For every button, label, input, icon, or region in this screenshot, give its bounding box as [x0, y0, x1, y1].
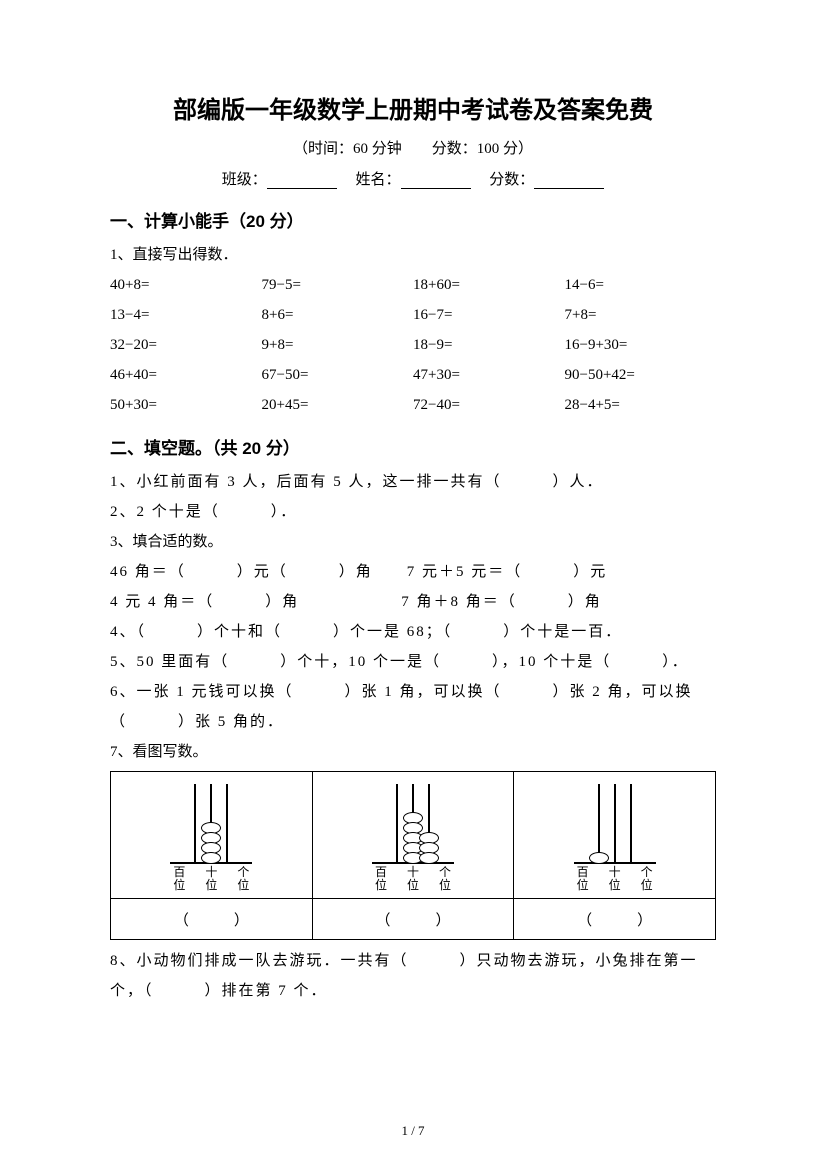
class-label: 班级：: [222, 172, 267, 188]
score-label: 分数：: [489, 172, 534, 188]
abacus-rod-label: 百位: [170, 866, 188, 892]
doc-title: 部编版一年级数学上册期中考试卷及答案免费: [110, 90, 716, 125]
abacus-cell: 百位十位个位: [312, 772, 514, 899]
calc-cell: 50+30=: [110, 390, 262, 420]
name-blank: [401, 174, 471, 189]
score-blank: [534, 174, 604, 189]
s2-q5: 5、50 里面有（ ）个十，10 个一是（ ），10 个十是（ ）．: [110, 647, 716, 677]
abacus-rod-label: 个位: [638, 866, 656, 892]
section-1-heading: 一、计算小能手（20 分）: [110, 207, 716, 232]
calc-cell: 28−4+5=: [565, 390, 717, 420]
s2-q8-b: 个，（ ）排在第 7 个．: [110, 976, 716, 1006]
abacus-rod-label: 百位: [372, 866, 390, 892]
calc-cell: 20+45=: [262, 390, 414, 420]
s2-q7-label: 7、看图写数。: [110, 737, 716, 767]
s2-q8-a: 8、小动物们排成一队去游玩．一共有（ ）只动物去游玩，小兔排在第一: [110, 946, 716, 976]
calc-cell: 9+8=: [262, 330, 414, 360]
abacus-cell: 百位十位个位: [514, 772, 716, 899]
calc-cell: 67−50=: [262, 360, 414, 390]
abacus-icon: 百位十位个位: [170, 784, 252, 892]
page-number: 1 / 7: [0, 1123, 826, 1139]
s2-q2: 2、2 个十是（ ）．: [110, 497, 716, 527]
calc-cell: 16−7=: [413, 300, 565, 330]
info-line: 班级： 姓名： 分数：: [110, 168, 716, 189]
abacus-rod-label: 百位: [574, 866, 592, 892]
page: 部编版一年级数学上册期中考试卷及答案免费 （时间：60 分钟 分数：100 分）…: [0, 0, 826, 1169]
abacus-answer: （ ）: [312, 899, 514, 940]
s2-q3-a: 46 角＝（ ）元（ ）角 7 元＋5 元＝（ ）元: [110, 557, 716, 587]
calc-cell: 7+8=: [565, 300, 717, 330]
calc-cell: 18+60=: [413, 270, 565, 300]
calc-cell: 90−50+42=: [565, 360, 717, 390]
s2-q1: 1、小红前面有 3 人，后面有 5 人，这一排一共有（ ）人．: [110, 467, 716, 497]
calc-grid: 40+8= 79−5= 18+60= 14−6= 13−4= 8+6= 16−7…: [110, 270, 716, 420]
calc-cell: 18−9=: [413, 330, 565, 360]
s2-q6-a: 6、一张 1 元钱可以换（ ）张 1 角，可以换（ ）张 2 角，可以换: [110, 677, 716, 707]
abacus-table: 百位十位个位 百位十位个位 百位十位个位 （ ） （ ） （ ）: [110, 771, 716, 940]
calc-cell: 8+6=: [262, 300, 414, 330]
doc-subtitle: （时间：60 分钟 分数：100 分）: [110, 137, 716, 158]
abacus-answer: （ ）: [514, 899, 716, 940]
abacus-rod-label: 个位: [436, 866, 454, 892]
abacus-cell: 百位十位个位: [111, 772, 313, 899]
name-label: 姓名：: [355, 172, 400, 188]
calc-cell: 72−40=: [413, 390, 565, 420]
calc-cell: 16−9+30=: [565, 330, 717, 360]
calc-cell: 13−4=: [110, 300, 262, 330]
s2-q6-b: （ ）张 5 角的．: [110, 707, 716, 737]
s2-q4: 4、（ ）个十和（ ）个一是 68；（ ）个十是一百．: [110, 617, 716, 647]
abacus-icon: 百位十位个位: [574, 784, 656, 892]
abacus-rod-label: 十位: [606, 866, 624, 892]
calc-cell: 40+8=: [110, 270, 262, 300]
abacus-icon: 百位十位个位: [372, 784, 454, 892]
section-2-heading: 二、填空题。（共 20 分）: [110, 434, 716, 459]
s1-q1-label: 1、直接写出得数．: [110, 240, 716, 270]
calc-cell: 79−5=: [262, 270, 414, 300]
abacus-answer: （ ）: [111, 899, 313, 940]
calc-cell: 47+30=: [413, 360, 565, 390]
abacus-rod-label: 十位: [404, 866, 422, 892]
class-blank: [267, 174, 337, 189]
calc-cell: 14−6=: [565, 270, 717, 300]
abacus-rod-label: 个位: [234, 866, 252, 892]
s2-q3-label: 3、填合适的数。: [110, 527, 716, 557]
s2-q3-b: 4 元 4 角＝（ ）角 7 角＋8 角＝（ ）角: [110, 587, 716, 617]
calc-cell: 46+40=: [110, 360, 262, 390]
abacus-rod-label: 十位: [202, 866, 220, 892]
calc-cell: 32−20=: [110, 330, 262, 360]
